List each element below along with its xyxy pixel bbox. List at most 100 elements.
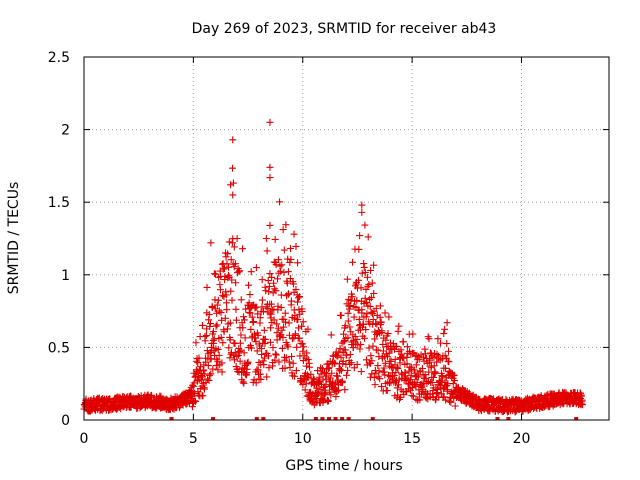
data-point: [361, 221, 369, 229]
data-point: [333, 372, 341, 380]
data-point: [266, 221, 274, 229]
data-point: [383, 387, 391, 395]
data-point: [233, 352, 241, 360]
data-point: [403, 360, 411, 368]
data-point: [359, 320, 367, 328]
data-point: [210, 339, 218, 347]
data-point: [286, 258, 294, 266]
data-point: [204, 375, 212, 383]
data-point: [266, 118, 274, 126]
data-point: [386, 379, 394, 387]
data-point: [362, 313, 370, 321]
data-marks: [80, 118, 587, 420]
data-point: [335, 386, 343, 394]
data-point: [336, 344, 344, 352]
data-point: [223, 306, 231, 314]
data-point: [446, 397, 454, 405]
data-point: [372, 304, 380, 312]
data-point: [241, 334, 249, 342]
data-point: [276, 198, 284, 206]
data-point: [227, 287, 235, 295]
data-point: [268, 300, 276, 308]
y-tick-label: 2: [61, 123, 70, 139]
data-point: [416, 396, 424, 404]
data-point: [298, 340, 306, 348]
data-point: [343, 275, 351, 283]
data-point: [287, 244, 295, 252]
data-point: [338, 366, 346, 374]
data-point: [234, 351, 242, 359]
data-point: [288, 352, 296, 360]
data-point: [282, 221, 290, 229]
data-point: [229, 164, 237, 172]
data-point: [252, 264, 260, 272]
data-point: [246, 291, 254, 299]
data-point: [353, 360, 361, 368]
data-point: [443, 340, 451, 348]
data-point: [294, 294, 302, 302]
data-point: [261, 354, 269, 362]
data-point: [377, 382, 385, 390]
data-point: [214, 357, 222, 365]
data-point: [357, 284, 365, 292]
data-point: [224, 271, 232, 279]
data-point: [214, 345, 222, 353]
data-point: [347, 359, 355, 367]
zero-marker: [340, 417, 345, 420]
data-point: [260, 361, 268, 369]
data-point: [266, 163, 274, 171]
axis-ticks: [83, 56, 609, 421]
data-point: [376, 375, 384, 383]
data-point: [346, 323, 354, 331]
data-point: [262, 287, 270, 295]
data-point: [258, 350, 266, 358]
data-point: [274, 256, 282, 264]
data-point: [344, 334, 352, 342]
x-tick-label: 15: [403, 431, 421, 447]
data-point: [403, 353, 411, 361]
data-point: [356, 345, 364, 353]
data-point: [216, 281, 224, 289]
data-point: [348, 338, 356, 346]
plot-frame: [83, 56, 610, 421]
data-point: [253, 347, 261, 355]
data-point: [217, 333, 225, 341]
data-point: [195, 354, 203, 362]
data-point: [305, 363, 313, 371]
data-point: [440, 393, 448, 401]
data-point: [273, 320, 281, 328]
data-point: [232, 305, 240, 313]
data-point: [192, 339, 200, 347]
data-point: [247, 344, 255, 352]
data-point: [444, 386, 452, 394]
data-point: [213, 301, 221, 309]
data-point: [293, 298, 301, 306]
data-point: [369, 342, 377, 350]
data-point: [221, 314, 229, 322]
data-point: [343, 371, 351, 379]
data-point: [363, 273, 371, 281]
data-point: [240, 313, 248, 321]
data-point: [407, 371, 415, 379]
data-point: [365, 344, 373, 352]
data-point: [201, 337, 209, 345]
y-tick-label: 1: [61, 268, 70, 284]
data-point: [439, 372, 447, 380]
x-axis-label: GPS time / hours: [285, 458, 402, 474]
data-point: [442, 396, 450, 404]
data-point: [356, 322, 364, 330]
data-point: [272, 351, 280, 359]
data-point: [287, 256, 295, 264]
data-point: [231, 356, 239, 364]
data-point: [379, 347, 387, 355]
data-point: [282, 318, 290, 326]
data-point: [207, 239, 215, 247]
data-point: [299, 381, 307, 389]
data-point: [244, 358, 252, 366]
data-point: [285, 290, 293, 298]
data-point: [239, 245, 247, 253]
data-point: [325, 364, 333, 372]
data-point: [247, 325, 255, 333]
data-point: [415, 355, 423, 363]
data-point: [430, 353, 438, 361]
